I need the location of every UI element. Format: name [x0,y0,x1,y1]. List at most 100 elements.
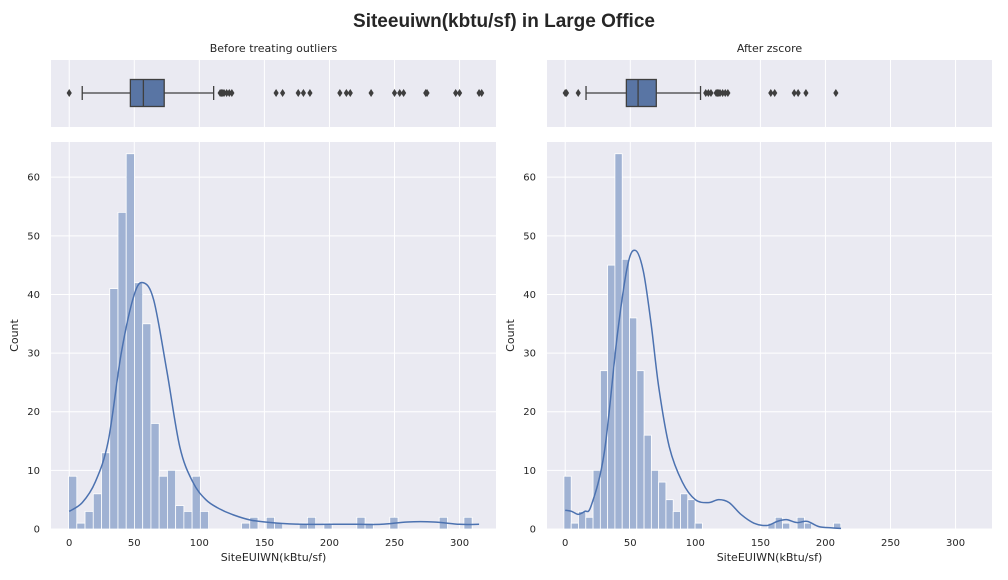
before-hist-bar [76,522,86,530]
before-hist-x-axis-label: SiteEUIWN(kBtu/sf) [221,551,327,564]
before-hist-bar [92,493,102,530]
before-hist-bar [463,516,473,530]
before-box-flier [453,89,459,97]
hist-panel-before: 0 50 100 150 200 250 300 0 10 20 30 40 50 60 SiteEUIWN… [8,142,496,564]
before-hist-bar [183,511,193,530]
before-box-flier [280,89,286,97]
before-hist-bar [167,469,177,530]
after-hist-bar [585,516,594,530]
before-hist-bar [150,423,160,530]
figure-title: Siteeuiwn(kbtu/sf) in Large Office [353,11,655,32]
before-hist-x-tick-label: 0 [66,538,72,549]
after-hist-x-tick-label: 250 [881,538,900,549]
after-hist-y-tick-label: 40 [523,290,536,301]
after-box-flier [563,89,570,97]
after-box-flier [795,89,801,97]
before-hist-bar [84,511,94,530]
before-box-flier [347,89,353,97]
before-box-flier [229,89,235,97]
before-box-flier [456,89,463,97]
before-box-flier [307,89,313,97]
after-hist-x-axis-label: SiteEUIWN(kBtu/sf) [717,551,823,564]
after-box-flier [717,89,723,97]
after-hist-y-tick-label: 50 [523,231,536,242]
box-panel-before: Before treating outliers [51,42,496,127]
before-hist-x-tick-label: 300 [450,538,469,549]
before-hist-bar [175,505,185,530]
before-box-flier [479,89,485,97]
after-hist-x-tick-label: 200 [816,538,835,549]
before-box-flier [368,89,374,97]
before-box-flier [66,89,72,97]
after-hist-bar [621,258,630,530]
after-hist-bar [782,522,791,530]
after-box-flier [575,89,581,97]
before-hist-kde-line [68,281,480,526]
after-hist-bar [665,499,674,530]
before-hist-bar [158,475,168,530]
after-hist-bar [774,516,783,530]
before-hist-bar [323,522,333,530]
before-box-flier [401,89,407,97]
before-hist-y-tick-label: 50 [27,231,40,242]
after-box-flier [722,89,728,97]
after-box-flier [791,89,797,97]
after-hist-bar [833,522,842,530]
after-hist-bar [658,481,667,530]
before-hist-bar [142,323,152,530]
after-box-title: After zscore [737,42,802,55]
before-box-flier [273,89,279,97]
before-box-title: Before treating outliers [210,42,338,55]
after-hist-bar [636,370,645,530]
before-box-flier [391,89,398,97]
after-hist-x-tick-label: 0 [562,538,568,549]
before-hist-x-tick-label: 250 [385,538,404,549]
after-hist-x-tick-label: 100 [686,538,705,549]
before-box-flier [295,89,301,97]
after-box-flier [768,89,774,97]
after-hist-bar [650,469,660,530]
before-box-flier [224,89,230,97]
before-box-flier [397,89,403,97]
before-hist-y-tick-label: 30 [27,349,40,360]
before-hist-y-tick-label: 0 [34,525,40,536]
after-box-flier [720,89,726,97]
before-box-flier [476,89,482,97]
after-hist-x-tick-label: 300 [946,538,965,549]
before-box-flier [226,89,232,97]
after-hist-y-tick-label: 20 [523,407,536,418]
before-hist-x-tick-label: 50 [128,538,141,549]
before-hist-x-tick-label: 100 [190,538,209,549]
after-box-flier [725,89,731,97]
after-hist-bar [680,493,689,530]
box-panel-after: After zscore [547,42,992,127]
before-hist-bar [134,282,144,530]
after-box-flier [833,89,839,97]
before-box-flier [337,89,343,97]
before-hist-bar [307,516,317,530]
after-box-flier [705,89,711,97]
before-box-flier [343,89,349,97]
before-hist-bar [241,522,251,530]
after-hist-y-tick-label: 0 [530,525,536,536]
before-hist-bar [364,522,374,530]
after-hist-y-tick-label: 60 [523,173,536,184]
before-hist-y-tick-label: 60 [27,173,40,184]
after-hist-y-tick-label: 10 [523,466,536,477]
before-box-flier [424,89,430,97]
after-hist-kde-line [565,249,842,530]
after-hist-bar [563,475,572,530]
after-box-flier [803,89,809,97]
before-box-flier [221,89,227,97]
before-hist-bar [125,153,135,530]
after-hist-bar [643,434,652,530]
before-hist-bar [199,511,209,530]
before-hist-x-tick-label: 150 [255,538,274,549]
after-hist-bar [629,317,638,530]
after-hist-bar [570,522,579,530]
after-hist-bar [672,511,681,530]
before-hist-y-tick-label: 20 [27,407,40,418]
before-hist-y-axis-label: Count [8,318,21,351]
after-hist-bar [803,522,813,530]
